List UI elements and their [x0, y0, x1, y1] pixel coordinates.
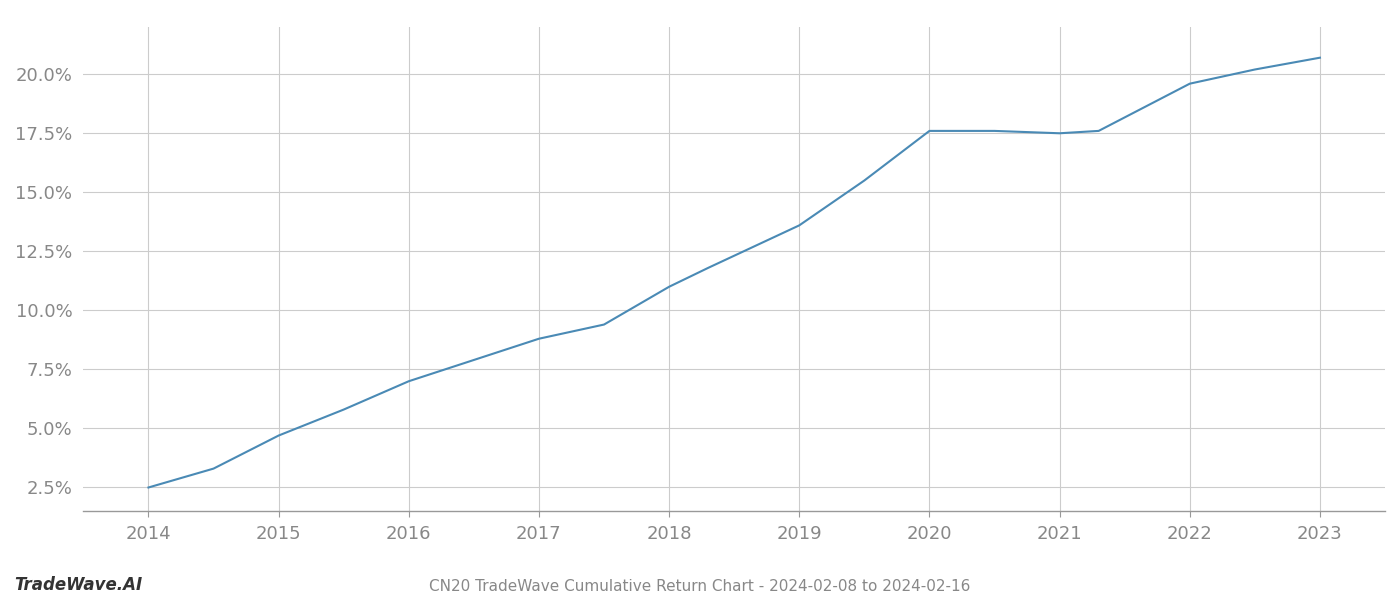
Text: TradeWave.AI: TradeWave.AI [14, 576, 143, 594]
Text: CN20 TradeWave Cumulative Return Chart - 2024-02-08 to 2024-02-16: CN20 TradeWave Cumulative Return Chart -… [430, 579, 970, 594]
